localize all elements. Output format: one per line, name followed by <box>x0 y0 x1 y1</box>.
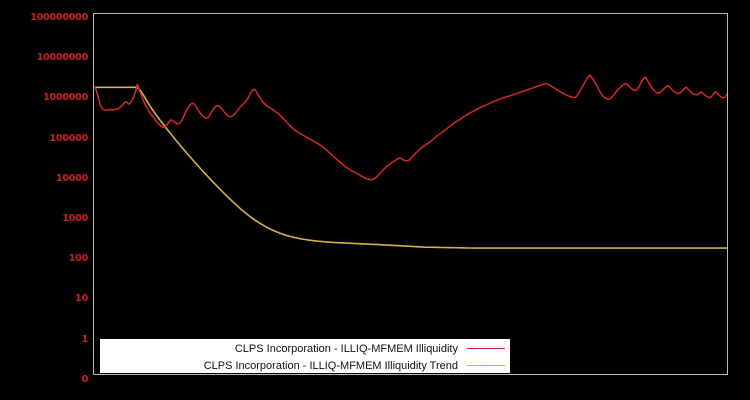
legend-item-illiquidity[interactable]: CLPS Incorporation - ILLIQ-MFMEM Illiqui… <box>101 340 509 357</box>
legend-label-illiquidity: CLPS Incorporation - ILLIQ-MFMEM Illiqui… <box>234 342 458 355</box>
y-axis-tick-label: 10 <box>75 293 88 305</box>
y-axis-tick-label: 100000000 <box>30 12 88 23</box>
y-axis-tick-label: 0 <box>81 373 89 385</box>
series-line-illiquidity <box>94 74 727 181</box>
legend-swatch-illiquidity <box>467 348 505 349</box>
y-axis-tick-label: 10000 <box>55 172 88 184</box>
y-axis-tick-label: 1 <box>81 333 89 345</box>
legend-label-trend: CLPS Incorporation - ILLIQ-MFMEM Illiqui… <box>203 359 458 372</box>
legend-swatch-trend <box>467 365 505 366</box>
plot-area <box>93 13 728 375</box>
y-axis-tick-label: 1000 <box>62 213 88 224</box>
legend-item-trend[interactable]: CLPS Incorporation - ILLIQ-MFMEM Illiqui… <box>101 357 509 374</box>
series-canvas <box>94 74 727 249</box>
y-axis: 100000000 10000000 1000000 100000 10000 1000 1… <box>0 0 88 400</box>
y-axis-tick-label: 10000000 <box>36 52 88 64</box>
chart-legend: CLPS Incorporation - ILLIQ-MFMEM Illiqui… <box>100 339 510 373</box>
y-axis-tick-label: 100 <box>68 253 88 265</box>
y-axis-tick-label: 100000 <box>49 132 89 144</box>
y-axis-tick-label: 1000000 <box>43 92 88 104</box>
series-line-trend <box>94 86 727 249</box>
